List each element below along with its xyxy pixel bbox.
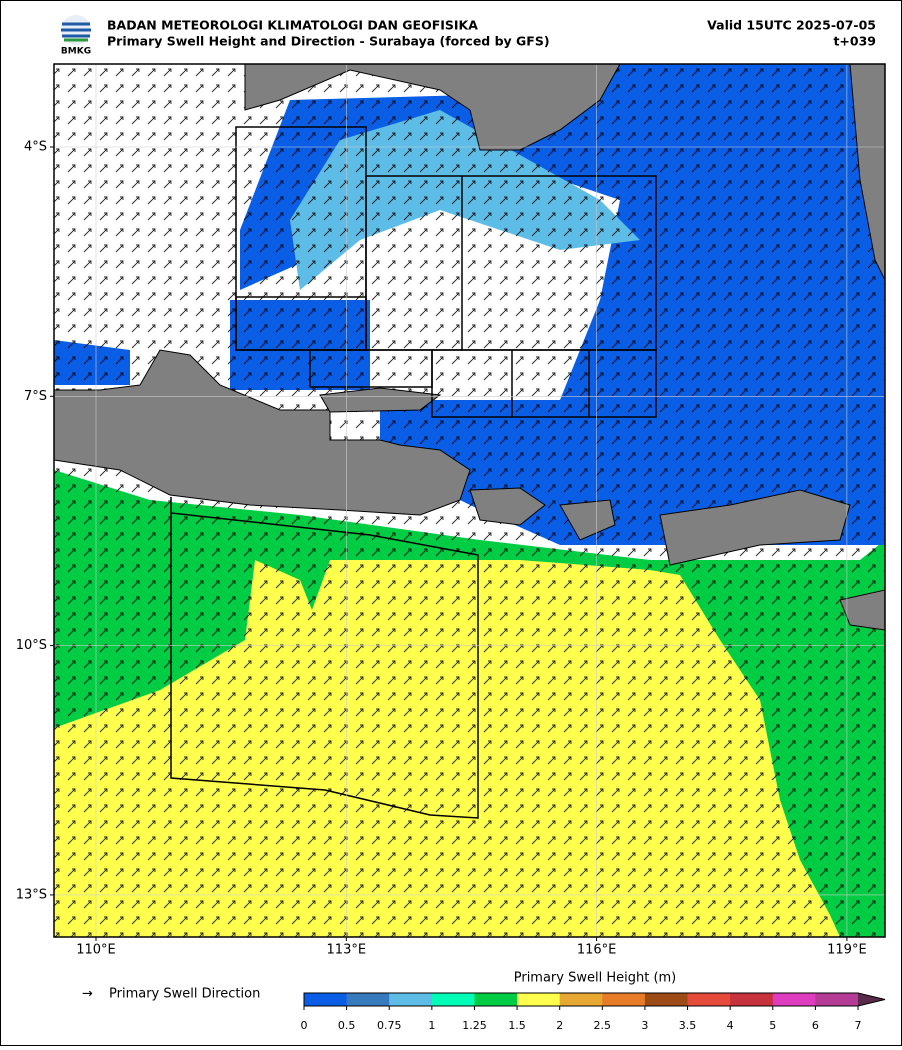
colorbar-segment <box>389 993 433 1006</box>
colorbar-tick-label: 1.25 <box>462 1019 487 1032</box>
colorbar-segment <box>772 993 816 1006</box>
lat-label: 4°S <box>24 140 47 155</box>
colorbar-tick-label: 1 <box>428 1019 435 1032</box>
lat-label: 7°S <box>24 389 47 404</box>
logo: BMKG <box>61 15 91 57</box>
colorbar-segment <box>431 993 475 1006</box>
lon-label: 119°E <box>827 943 867 958</box>
map-title: Primary Swell Height and Direction - Sur… <box>107 34 550 49</box>
colorbar-tick-label: 2 <box>556 1019 563 1032</box>
lat-label: 13°S <box>16 887 47 902</box>
colorbar-tick-label: 7 <box>855 1019 862 1032</box>
colorbar-segment <box>474 993 518 1006</box>
colorbar-tick-label: 0 <box>301 1019 308 1032</box>
lon-label: 116°E <box>577 943 617 958</box>
colorbar-tick-label: 1.5 <box>508 1019 526 1032</box>
colorbar-segment <box>304 993 348 1006</box>
colorbar-tick-label: 5 <box>769 1019 776 1032</box>
colorbar-tick-label: 6 <box>812 1019 819 1032</box>
colorbar-segment <box>559 993 603 1006</box>
colorbar-tick-label: 3 <box>641 1019 648 1032</box>
arrow-symbol: → <box>82 987 93 1002</box>
lon-label: 113°E <box>327 943 367 958</box>
colorbar-segment <box>602 993 646 1006</box>
colorbar-segment <box>815 993 859 1006</box>
colorbar-segment <box>517 993 561 1006</box>
colorbar-title: Primary Swell Height (m) <box>514 971 677 986</box>
colorbar-segment <box>730 993 774 1006</box>
colorbar-tick-label: 4 <box>727 1019 734 1032</box>
lat-label: 10°S <box>16 638 47 653</box>
colorbar-segment <box>687 993 731 1006</box>
colorbar-tick-label: 2.5 <box>594 1019 612 1032</box>
arrow-label: Primary Swell Direction <box>109 987 260 1002</box>
forecast-step: t+039 <box>833 34 876 49</box>
map <box>54 64 885 937</box>
lon-label: 110°E <box>76 943 116 958</box>
colorbar-segment <box>644 993 689 1006</box>
colorbar-tick-label: 0.5 <box>338 1019 356 1032</box>
colorbar-tick-label: 0.75 <box>377 1019 402 1032</box>
colorbar-extend <box>858 993 885 1006</box>
colorbar-tick-label: 3.5 <box>679 1019 697 1032</box>
org-name: BADAN METEOROLOGI KLIMATOLOGI DAN GEOFIS… <box>107 18 478 33</box>
logo-text: BMKG <box>61 47 91 57</box>
colorbar-frame <box>303 992 886 1007</box>
valid-time: Valid 15UTC 2025-07-05 <box>707 18 876 33</box>
map-frame <box>53 63 886 938</box>
colorbar-segment <box>346 993 390 1006</box>
